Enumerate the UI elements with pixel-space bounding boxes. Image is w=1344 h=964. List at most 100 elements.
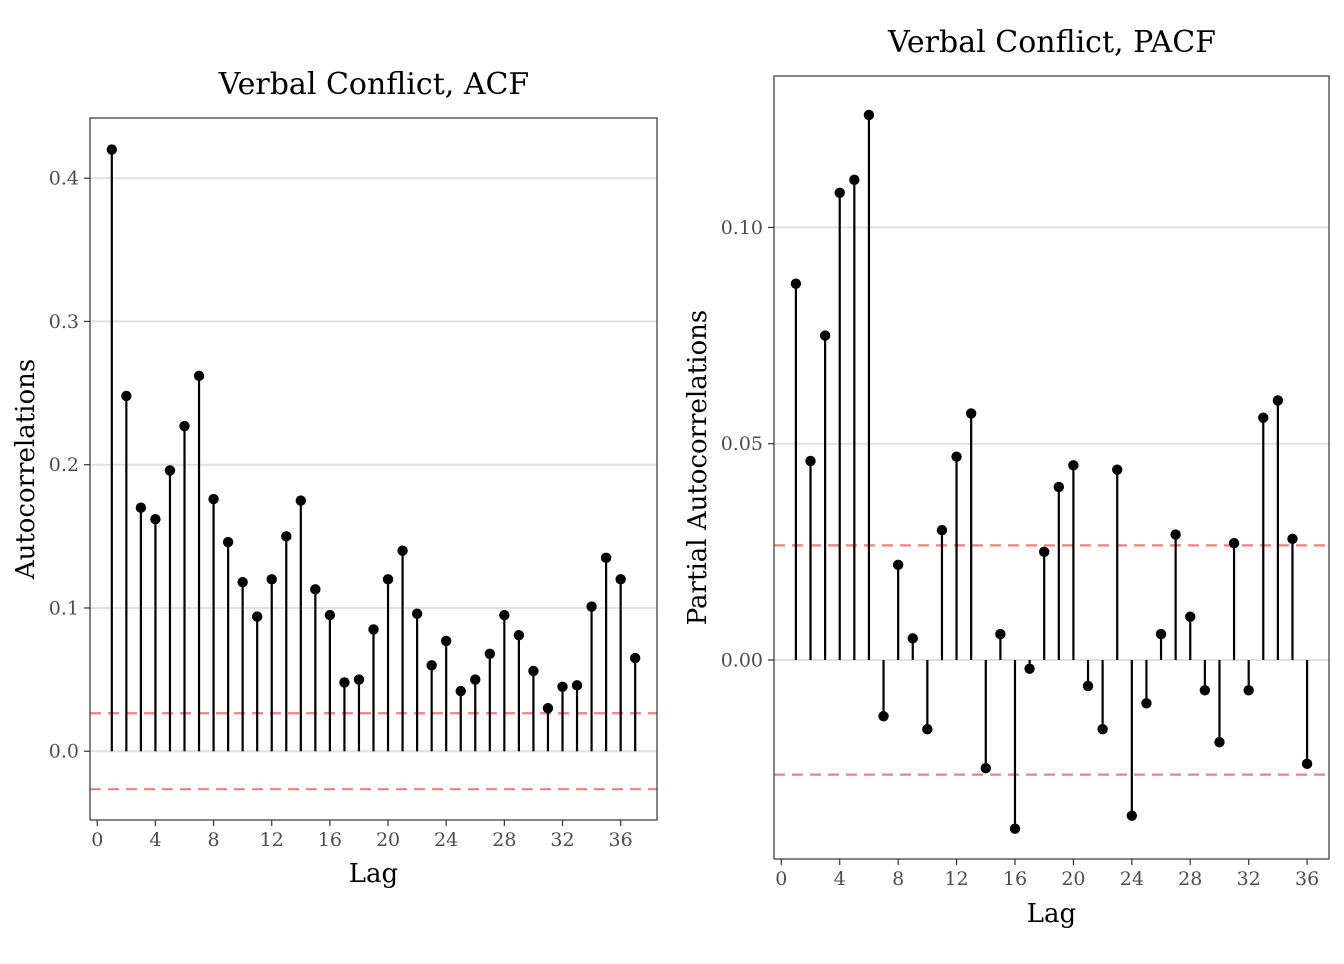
x-tick-label: 8 [208,829,220,851]
point-lag-9 [222,536,234,548]
point-lag-20 [382,574,394,585]
point-lag-3 [135,502,147,513]
point-lag-22 [411,608,423,619]
x-tick-label: 36 [609,829,633,851]
x-axis-title: Lag [1027,899,1076,929]
point-lag-7 [193,370,205,382]
point-lag-22 [1097,724,1108,735]
point-lag-27 [484,648,496,660]
point-lag-18 [1038,546,1050,558]
y-tick-label: 0.0 [49,741,79,763]
x-tick-label: 28 [1178,868,1202,890]
point-lag-3 [819,330,831,341]
point-lag-35 [600,552,612,564]
point-lag-35 [1287,533,1298,545]
x-tick-label: 32 [550,829,574,851]
point-lag-32 [1243,685,1254,696]
x-tick-label: 24 [1120,868,1144,890]
x-tick-label: 0 [775,868,787,890]
point-lag-14 [980,762,991,774]
point-lag-8 [892,559,904,571]
point-lag-13 [965,408,977,419]
point-lag-15 [995,628,1006,640]
point-lag-29 [513,629,525,641]
point-lag-6 [863,109,875,121]
y-tick-label: 0.3 [49,311,79,333]
point-lag-23 [426,660,437,671]
point-lag-4 [150,513,161,525]
point-lag-11 [936,525,948,536]
x-tick-label: 8 [892,868,904,890]
point-lag-2 [121,390,132,402]
point-lag-34 [1272,395,1284,406]
panel-border [773,75,1330,860]
point-lag-5 [164,465,176,476]
x-tick-label: 20 [1061,868,1085,890]
point-lag-37 [629,652,641,664]
point-lag-17 [339,677,350,688]
point-lag-31 [1228,538,1240,549]
point-lag-17 [1024,663,1035,674]
point-lag-26 [470,674,481,685]
y-tick-label: 0.00 [721,650,763,672]
point-lag-24 [440,635,452,647]
x-tick-label: 16 [1003,868,1027,890]
point-lag-33 [1258,412,1269,423]
point-lag-25 [455,685,466,697]
x-tick-label: 36 [1295,868,1319,890]
chart-panel-acf: 0 4 8 12 16 20 24 28 32 36 0.0 0.1 0.2 0.3 0.4 Verbal C… [11,67,658,889]
x-tick-label: 0 [91,829,103,851]
point-lag-18 [353,674,365,685]
y-tick-label: 0.4 [49,168,79,190]
y-tick-label: 0.05 [721,433,763,455]
point-lag-25 [1141,698,1152,709]
x-tick-label: 24 [434,829,458,851]
point-lag-23 [1112,464,1123,475]
x-tick-label: 20 [376,829,400,851]
point-lag-6 [179,420,190,432]
panel-border [89,117,658,821]
point-lag-21 [397,545,408,556]
point-lag-15 [310,584,321,595]
x-tick-label: 4 [834,868,846,890]
y-axis-title: Partial Autocorrelations [683,310,713,626]
point-lag-11 [251,611,263,622]
point-lag-1 [790,278,802,289]
x-tick-label: 16 [318,829,342,851]
point-lag-2 [805,455,816,467]
x-tick-label: 4 [149,829,161,851]
point-lag-30 [528,665,539,677]
point-lag-33 [571,680,583,691]
point-lag-12 [951,451,962,462]
x-axis-title: Lag [349,859,398,889]
point-lag-12 [266,574,277,585]
point-lag-4 [834,187,845,199]
y-tick-label: 0.2 [49,454,79,476]
point-lag-36 [615,574,626,585]
point-lag-10 [922,724,933,735]
point-lag-19 [368,624,379,635]
point-lag-13 [281,531,292,542]
point-lag-7 [878,711,889,722]
point-lag-8 [208,493,219,505]
point-lag-1 [106,144,118,155]
point-lag-21 [1082,680,1094,692]
point-lag-5 [849,174,860,186]
point-lag-32 [557,681,568,692]
x-tick-label: 28 [492,829,516,851]
point-lag-24 [1126,810,1138,821]
point-lag-29 [1199,685,1211,696]
x-tick-label: 12 [260,829,284,851]
point-lag-16 [324,609,336,621]
point-lag-34 [586,601,597,612]
point-lag-19 [1053,481,1065,493]
point-lag-20 [1068,460,1079,471]
point-lag-28 [499,609,510,621]
point-lag-14 [295,495,307,506]
chart-panel-pacf: 0 4 8 12 16 20 24 28 32 36 0.00 0.05 0.10 Verbal Conf… [683,25,1330,929]
point-lag-16 [1009,823,1021,834]
point-lag-10 [237,576,248,588]
point-lag-30 [1214,736,1225,748]
